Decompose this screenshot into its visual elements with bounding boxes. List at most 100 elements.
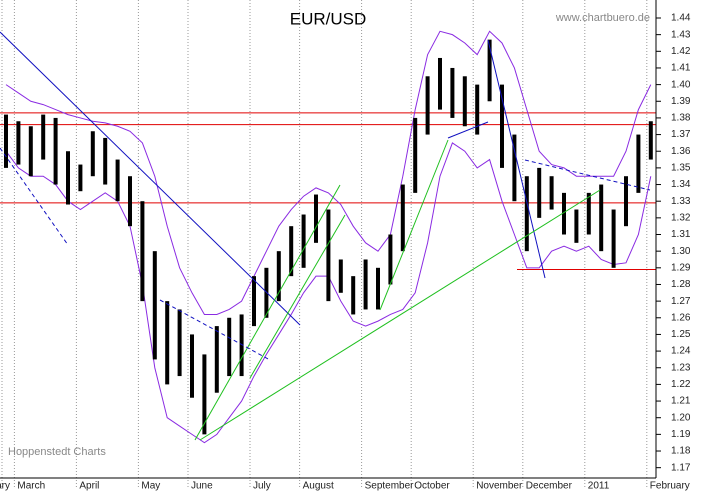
price-bar [537,167,542,218]
x-tick-label: March [17,481,45,492]
y-tick-label: 1.40 [671,79,691,90]
trend-line [194,184,341,441]
y-tick-label: 1.42 [671,46,691,57]
trend-line [447,121,489,139]
price-bar [425,76,430,135]
trend-line [487,39,546,279]
axis: 1.17 1.18 1.19 1.20 1.21 1.22 1.23 1.24 1.25 1.26… [656,13,691,473]
price-bar [624,176,628,227]
x-tick-label: May [141,481,160,492]
axis-panel [656,0,723,492]
y-tick-label: 1.39 [671,96,691,107]
price-bar [611,209,616,268]
y-tick-label: 1.36 [671,146,691,157]
y-tick-label: 1.26 [671,312,691,323]
y-tick-label: 1.29 [671,262,691,273]
y-tick-label: 1.27 [671,296,691,307]
y-tick-label: 1.32 [671,212,691,223]
price-bar [4,114,8,168]
price-bar [574,209,579,243]
y-tick-label: 1.34 [671,179,691,190]
y-tick-label: 1.22 [671,379,691,390]
x-tick-label: April [79,481,99,492]
price-bar [165,301,170,385]
price-bar [326,209,331,302]
price-bar [363,259,368,310]
price-bar [438,57,442,110]
x-tick-label: July [253,481,271,492]
price-bar [462,76,467,127]
x-tick-label: November [476,481,523,492]
price-bar [524,176,529,252]
y-tick-label: 1.38 [671,113,691,124]
x-tick-label: August [303,481,334,492]
x-tick-label: June [191,481,213,492]
trend-line [524,159,651,191]
price-bar [252,276,256,327]
price-bar [562,192,566,235]
y-tick-label: 1.20 [671,412,691,423]
x-tick-label: October [414,481,450,492]
price-bar [413,117,418,193]
price-bar [338,259,343,293]
y-tick-label: 1.31 [671,229,691,240]
price-bar [152,251,157,360]
x-tick-label: 2011 [588,481,610,492]
price-bar [512,134,517,202]
x-tick-label: September [365,481,415,492]
price-bar [53,117,58,185]
price-bar [400,184,405,252]
y-tick-label: 1.24 [671,346,691,357]
price-bar [28,126,33,177]
price-bar [276,251,281,302]
trend-line [199,189,601,441]
trend-line [249,214,346,379]
x-tick-label: February [0,481,10,492]
y-tick-label: 1.21 [671,396,691,407]
price-bar [66,151,70,205]
price-bar [239,314,244,377]
price-bar [128,176,132,227]
y-tick-label: 1.30 [671,246,691,257]
x-tick-label: February [650,481,690,492]
trend-line [0,31,301,326]
price-bar [586,192,591,235]
plot-area [0,0,656,488]
price-bar [202,354,207,435]
y-tick-label: 1.19 [671,429,691,440]
price-bar [115,159,120,202]
price-bar [648,121,653,160]
price-bar [227,317,232,377]
source: www.chartbuero.de [555,12,650,24]
price-bar [500,84,504,168]
price-bar [301,214,306,268]
price-bar [388,234,393,285]
y-tick-label: 1.44 [671,13,691,24]
y-tick-label: 1.28 [671,279,691,290]
y-tick-label: 1.23 [671,362,691,373]
chart-title: EUR/USD [290,9,367,28]
price-bar [549,176,554,210]
price-bar [636,134,641,193]
price-bar [103,137,108,185]
price-bar [376,267,380,310]
price-bar [475,84,480,135]
price-bar [487,39,492,102]
price-bar [190,334,194,398]
credit: Hoppenstedt Charts [8,446,106,458]
price-bar [90,131,95,177]
price-bar [450,67,455,118]
y-tick-label: 1.17 [671,462,691,473]
trend-line [0,147,69,246]
trend-lines [0,31,651,441]
y-tick-label: 1.35 [671,163,691,174]
x-tick-label: December [526,481,573,492]
y-tick-label: 1.43 [671,29,691,40]
price-bar [599,184,604,252]
price-bar [289,226,294,277]
price-bar [41,114,46,160]
y-tick-label: 1.41 [671,63,691,74]
trend-line [379,139,449,311]
price-bar [177,309,182,377]
